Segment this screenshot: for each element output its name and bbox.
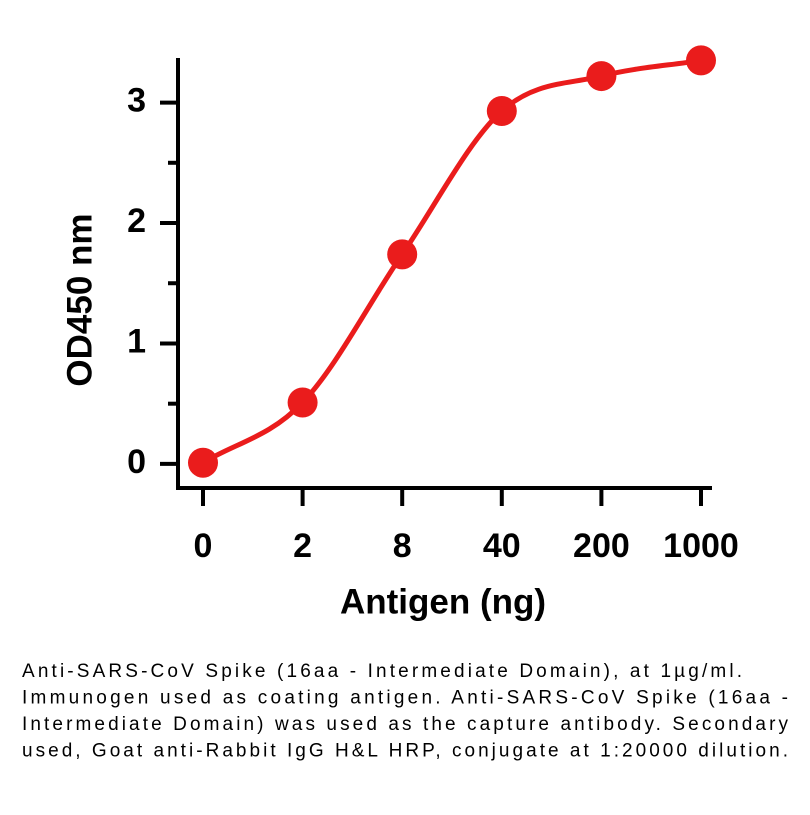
y-tick-label: 2 [127, 202, 146, 240]
point [486, 95, 517, 126]
point [188, 447, 218, 478]
point [686, 45, 716, 76]
x-tick-label: 200 [573, 527, 630, 565]
caption-line: Anti-SARS-CoV Spike (16aa - Intermediate… [22, 661, 742, 682]
x-axis-title: Antigen (ng) [340, 582, 546, 621]
y-axis-title: OD450 nm [60, 213, 99, 386]
x-tick-label: 2 [293, 527, 312, 565]
x-tick-label: 0 [194, 527, 213, 565]
point [387, 239, 418, 270]
y-tick-label: 1 [127, 322, 146, 360]
y-tick-label: 0 [127, 443, 146, 481]
point [586, 61, 617, 92]
y-tick-label: 3 [127, 82, 146, 120]
x-tick-label: 1000 [663, 527, 739, 565]
x-tick-label: 40 [483, 527, 521, 565]
caption-line: Intermediate Domain) was used as the cap… [22, 714, 789, 735]
point [287, 387, 318, 418]
x-tick-label: 8 [393, 527, 412, 565]
caption-line: used, Goat anti-Rabbit IgG H&L HRP, conj… [22, 741, 788, 762]
curve [201, 57, 702, 465]
caption-line: Immunogen used as coating antigen. Anti-… [22, 688, 788, 709]
